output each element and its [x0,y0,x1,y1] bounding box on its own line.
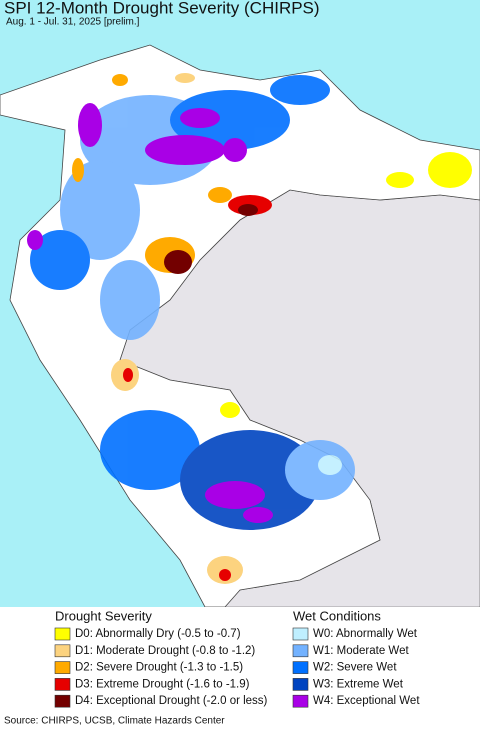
legend-panel [0,607,480,730]
legend-swatch [292,694,309,708]
wet-area [30,230,90,290]
exceptional-wet [27,103,273,523]
wet-area [318,455,342,475]
wet-area [60,160,140,260]
wet-areas [30,75,355,530]
wet-area [145,135,225,165]
wet-area [27,230,43,250]
legend-label: D1: Moderate Drought (-0.8 to -1.2) [75,645,255,657]
dry-area [428,152,472,188]
wet-area [205,481,265,509]
wet-area [100,260,160,340]
title: SPI 12-Month Drought Severity (CHIRPS) [4,0,320,17]
map [0,0,480,608]
legend-swatch [292,678,309,691]
title-backdrop [0,0,300,30]
dry-area [220,402,240,418]
legend-label: D4: Exceptional Drought (-2.0 or less) [75,695,268,707]
legend-swatch [54,678,71,691]
legend-swatch [292,644,309,658]
legend-title: Wet Conditions [293,608,381,623]
legend-label: W2: Severe Wet [313,662,397,674]
wet-area [270,75,330,105]
wet-area [243,507,273,523]
dry-area [123,368,133,382]
dry-areas [72,73,472,584]
legend-swatch [54,694,71,708]
legend-swatch [54,661,71,674]
wet-area [180,108,220,128]
legend-label: D3: Extreme Drought (-1.6 to -1.9) [75,678,250,690]
wet-area [78,103,102,147]
source: Source: CHIRPS, UCSB, Climate Hazards Ce… [4,716,225,727]
dry-area [164,250,192,274]
legend-swatch [54,644,71,658]
legend-label: D2: Severe Drought (-1.3 to -1.5) [75,662,243,674]
legend-label: D0: Abnormally Dry (-0.5 to -0.7) [75,628,241,640]
dry-area [208,187,232,203]
subtitle: Aug. 1 - Jul. 31, 2025 [prelim.] [6,17,140,28]
dry-area [219,569,231,581]
dry-area [238,204,258,216]
legend-label: W3: Extreme Wet [313,678,404,690]
dry-area [72,158,84,182]
wet-area [100,410,200,490]
legend-swatch [54,627,71,641]
legend-label: W4: Exceptional Wet [313,695,420,707]
legend-title: Drought Severity [55,608,152,623]
wet-area [223,138,247,162]
dry-area [112,74,128,86]
legend-label: W1: Moderate Wet [313,645,409,657]
legend-swatch [292,627,309,641]
legend-swatch [292,661,309,674]
wet-area [170,90,290,150]
dry-area [175,73,195,83]
legend-label: W0: Abnormally Wet [313,628,418,640]
dry-area [386,172,414,188]
